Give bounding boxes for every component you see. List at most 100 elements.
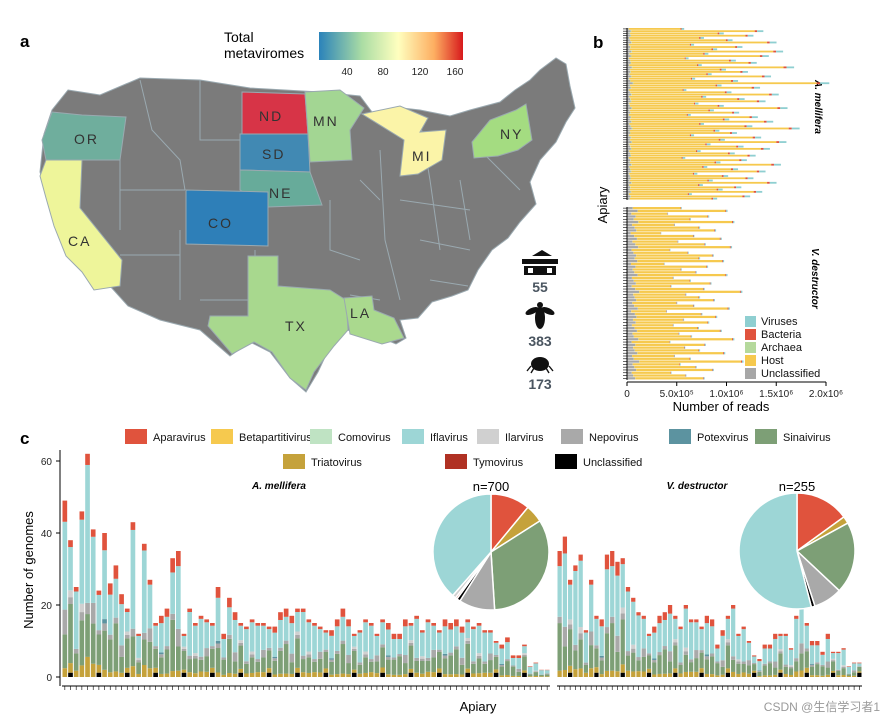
c-bar-iflavirus xyxy=(625,591,631,652)
c-bar-aparavirus xyxy=(841,648,846,650)
b-bar-viruses xyxy=(755,136,762,139)
b-bar-host xyxy=(629,109,709,112)
c-bar-triatovirus xyxy=(505,675,510,677)
c-bar-nepovirus xyxy=(809,664,815,667)
b-bar-viruses xyxy=(720,329,722,332)
c-bar-nepovirus xyxy=(522,654,527,657)
b-xtick-label: 5.0x10⁵ xyxy=(660,389,694,400)
b-bar-bacteria xyxy=(702,377,704,380)
b-bar-host xyxy=(629,172,693,175)
c-bar-iflavirus xyxy=(107,594,113,635)
c-bar-triatovirus xyxy=(578,668,583,677)
b-bar-viruses xyxy=(713,299,715,302)
c-bar-nepovirus xyxy=(544,673,550,675)
c-bar-aparavirus xyxy=(610,551,615,567)
b-bar-viruses xyxy=(720,237,722,240)
c-bar-aparavirus xyxy=(641,615,646,619)
c-bar-iflavirus xyxy=(295,612,300,632)
state-CO[interactable] xyxy=(185,189,269,247)
c-bar-aparavirus xyxy=(249,619,255,623)
state-CA[interactable] xyxy=(39,159,123,291)
b-bar-viruses xyxy=(685,374,687,377)
c-bar-sinaivirus xyxy=(193,658,198,674)
b-bar-viruses xyxy=(687,114,691,116)
c-bar-iflavirus xyxy=(164,616,170,647)
b-bar-bacteria xyxy=(692,304,694,307)
b-bar-viruses xyxy=(703,377,705,380)
b-bar-bacteria xyxy=(681,157,683,159)
state-MI[interactable] xyxy=(360,105,447,177)
c-bar-triatovirus xyxy=(459,674,465,677)
c-bar-aparavirus xyxy=(419,630,425,633)
c-bar-iflavirus xyxy=(533,663,539,671)
c-bar-aparavirus xyxy=(715,644,720,649)
state-MN[interactable] xyxy=(304,89,365,163)
c-bar-sinaivirus xyxy=(323,651,329,669)
b-bar-host xyxy=(630,175,722,177)
colorbar-ticks: 40 80 120 160 xyxy=(341,67,463,78)
b-bar-bacteria xyxy=(748,61,751,64)
c-bar-sinaivirus xyxy=(181,650,187,670)
b-bar-unclassified xyxy=(627,84,630,87)
state-NY[interactable] xyxy=(471,103,533,159)
c-bar-sinaivirus xyxy=(363,657,368,673)
c-bar-aparavirus xyxy=(694,619,699,623)
c-bar-triatovirus xyxy=(323,668,329,673)
c-bar-iflavirus xyxy=(351,635,357,647)
c-legend-swatch xyxy=(669,429,691,444)
b-bar-unclassified xyxy=(627,93,632,96)
b-bar-unclassified xyxy=(627,114,629,116)
c-bar-unclassified xyxy=(238,672,244,677)
c-bar-iflavirus xyxy=(794,618,799,659)
state-LA[interactable] xyxy=(343,295,405,345)
state-TX[interactable] xyxy=(207,255,349,391)
c-bar-sinaivirus xyxy=(625,655,631,671)
c-bar-triatovirus xyxy=(113,671,119,677)
b-bar-host xyxy=(630,125,745,128)
b-bar-host xyxy=(630,32,718,35)
c-bar-sinaivirus xyxy=(778,653,783,670)
c-bar-nepovirus xyxy=(625,651,631,656)
c-bar-nepovirus xyxy=(368,659,374,662)
c-bar-triatovirus xyxy=(851,675,857,677)
c-bar-aparavirus xyxy=(119,594,124,605)
state-OR[interactable] xyxy=(41,111,127,161)
c-bar-nepovirus xyxy=(657,652,662,656)
c-bar-ilarvirus xyxy=(136,657,141,661)
c-bar-aparavirus xyxy=(147,579,153,585)
c-bar-aparavirus xyxy=(340,608,346,617)
c-bar-iflavirus xyxy=(736,635,741,660)
c-bar-ilarvirus xyxy=(181,646,187,649)
c-bar-potexvirus xyxy=(704,654,709,657)
c-bar-nepovirus xyxy=(557,616,562,624)
c-bar-potexvirus xyxy=(499,663,505,665)
c-bar-sinaivirus xyxy=(96,634,102,665)
watermark: CSDN @生信学习者1 xyxy=(764,699,881,714)
b-bar-bacteria xyxy=(683,346,685,349)
c-bar-sinaivirus xyxy=(107,639,113,673)
b-bar-viruses xyxy=(762,55,769,57)
b-bar-bacteria xyxy=(714,229,715,232)
c-bar-nepovirus xyxy=(124,634,130,639)
c-bar-triatovirus xyxy=(610,670,615,677)
c-bar-triatovirus xyxy=(374,673,380,677)
c-bar-iflavirus xyxy=(804,625,809,649)
c-bar-sinaivirus xyxy=(198,659,204,672)
c-bar-nepovirus xyxy=(652,659,657,663)
b-bar-bacteria xyxy=(702,166,704,168)
c-bar-iflavirus xyxy=(227,607,232,635)
b-bar-host xyxy=(638,307,728,310)
c-bar-triatovirus xyxy=(368,672,374,677)
c-bar-triatovirus xyxy=(657,673,662,677)
b-bar-unclassified xyxy=(627,55,631,57)
b-bar-viruses xyxy=(690,279,691,282)
b-bar-host xyxy=(629,143,706,146)
b-bar-unclassified xyxy=(627,240,633,243)
panel-b: b Apiary Number of reads A. mellifera V.… xyxy=(593,28,843,414)
c-bar-iflavirus xyxy=(757,661,762,671)
state-label-NY: NY xyxy=(500,126,523,142)
c-bar-unclassified xyxy=(437,672,442,677)
b-bar-archaea xyxy=(631,50,632,53)
c-bar-triatovirus xyxy=(583,672,589,677)
